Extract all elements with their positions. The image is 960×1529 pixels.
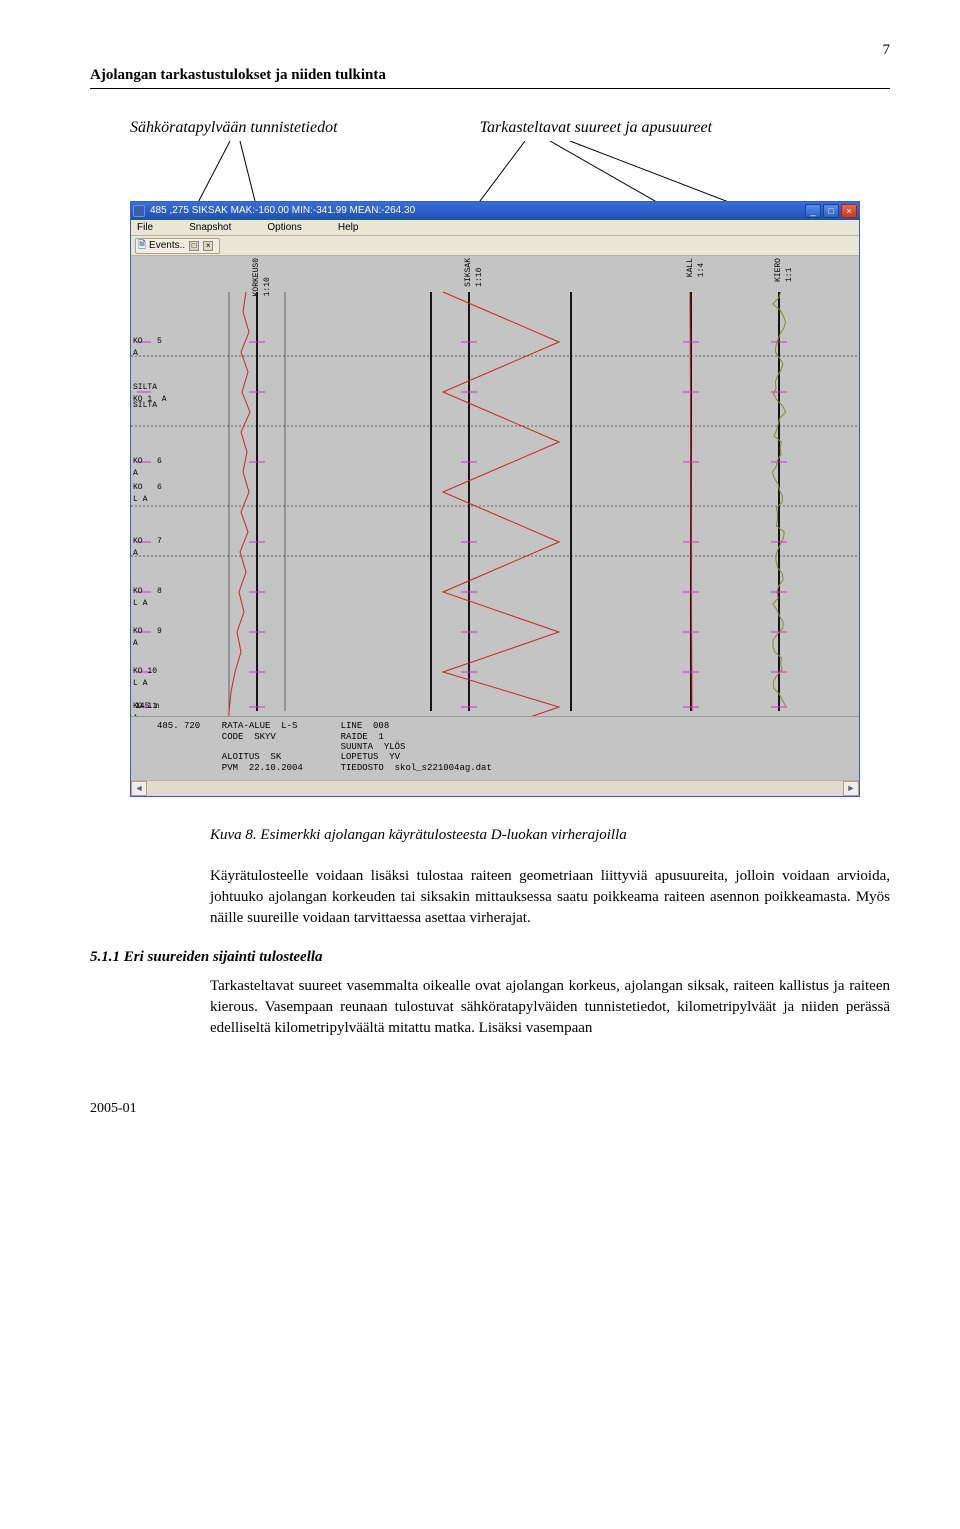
horizontal-scrollbar[interactable]: ◄ ►	[131, 780, 859, 796]
events-label: Events..	[149, 239, 185, 253]
row-label: SILTA	[133, 400, 157, 411]
chart-area[interactable]: KORKEUS0 1:10 SIKSAK 1:10 KALL 1:4 KIERO 1:…	[131, 256, 859, 716]
channel-label: KALL 1:4	[685, 258, 707, 277]
subheading: 5.1.1 Eri suureiden sijainti tulosteella	[90, 947, 890, 968]
menu-help[interactable]: Help	[338, 221, 359, 235]
footer-info: 485. 720 RATA-ALUE L-S LINE 008 CODE SKY…	[131, 716, 859, 780]
row-label: KO 8 L A	[133, 586, 162, 608]
figure-caption: Kuva 8. Esimerkki ajolangan käyrätuloste…	[210, 825, 890, 846]
screenshot: 485 ,275 SIKSAK MAK:-160.00 MIN:-341.99 …	[130, 141, 860, 797]
label-right: Tarkasteltavat suureet ja apusuureet	[480, 117, 712, 139]
label-left: Sähköratapylvään tunnistetiedot	[130, 117, 480, 139]
app-window: 485 ,275 SIKSAK MAK:-160.00 MIN:-341.99 …	[130, 201, 860, 797]
row-label: KO 6 A	[133, 456, 162, 478]
chart-svg	[131, 256, 859, 716]
paragraph-2: Tarkasteltavat suureet vasemmalta oikeal…	[210, 976, 890, 1039]
bottom-left-label: 145 m	[135, 701, 159, 712]
page-number: 7	[90, 40, 890, 61]
events-mini-restore[interactable]: □	[189, 241, 199, 251]
events-button[interactable]: 🗎 Events.. □ ×	[135, 238, 220, 254]
menu-bar: File Snapshot Options Help	[131, 220, 859, 236]
scroll-right-button[interactable]: ►	[843, 781, 859, 796]
row-label: KO 5 A	[133, 336, 162, 358]
channel-label: KORKEUS0 1:10	[251, 258, 273, 296]
scroll-left-button[interactable]: ◄	[131, 781, 147, 796]
doc-title: Ajolangan tarkastustulokset ja niiden tu…	[90, 65, 890, 86]
channel-label: KIERO 1:1	[773, 258, 795, 282]
app-icon	[133, 205, 145, 217]
menu-options[interactable]: Options	[267, 221, 301, 235]
channel-label: SIKSAK 1:10	[463, 258, 485, 287]
annotation-arrows	[130, 141, 860, 201]
footer-date: 2005-01	[90, 1099, 890, 1119]
row-label: KO 6 L A	[133, 482, 162, 504]
row-label: KO 10 L A	[133, 666, 157, 688]
minimize-button[interactable]: _	[805, 204, 821, 218]
events-mini-close[interactable]: ×	[203, 241, 213, 251]
window-title: 485 ,275 SIKSAK MAK:-160.00 MIN:-341.99 …	[148, 204, 803, 218]
annotation-labels: Sähköratapylvään tunnistetiedot Tarkaste…	[90, 117, 890, 139]
close-button[interactable]: ×	[841, 204, 857, 218]
menu-snapshot[interactable]: Snapshot	[189, 221, 231, 235]
scroll-track[interactable]	[147, 781, 843, 796]
toolbar: 🗎 Events.. □ ×	[131, 236, 859, 256]
header-rule	[90, 88, 890, 89]
events-icon: 🗎	[138, 239, 146, 253]
row-label: KO 9 A	[133, 626, 162, 648]
row-label: KO 7 A	[133, 536, 162, 558]
paragraph-1: Käyrätulosteelle voidaan lisäksi tulosta…	[210, 866, 890, 929]
maximize-button[interactable]: □	[823, 204, 839, 218]
menu-file[interactable]: File	[137, 221, 153, 235]
window-titlebar: 485 ,275 SIKSAK MAK:-160.00 MIN:-341.99 …	[131, 202, 859, 220]
